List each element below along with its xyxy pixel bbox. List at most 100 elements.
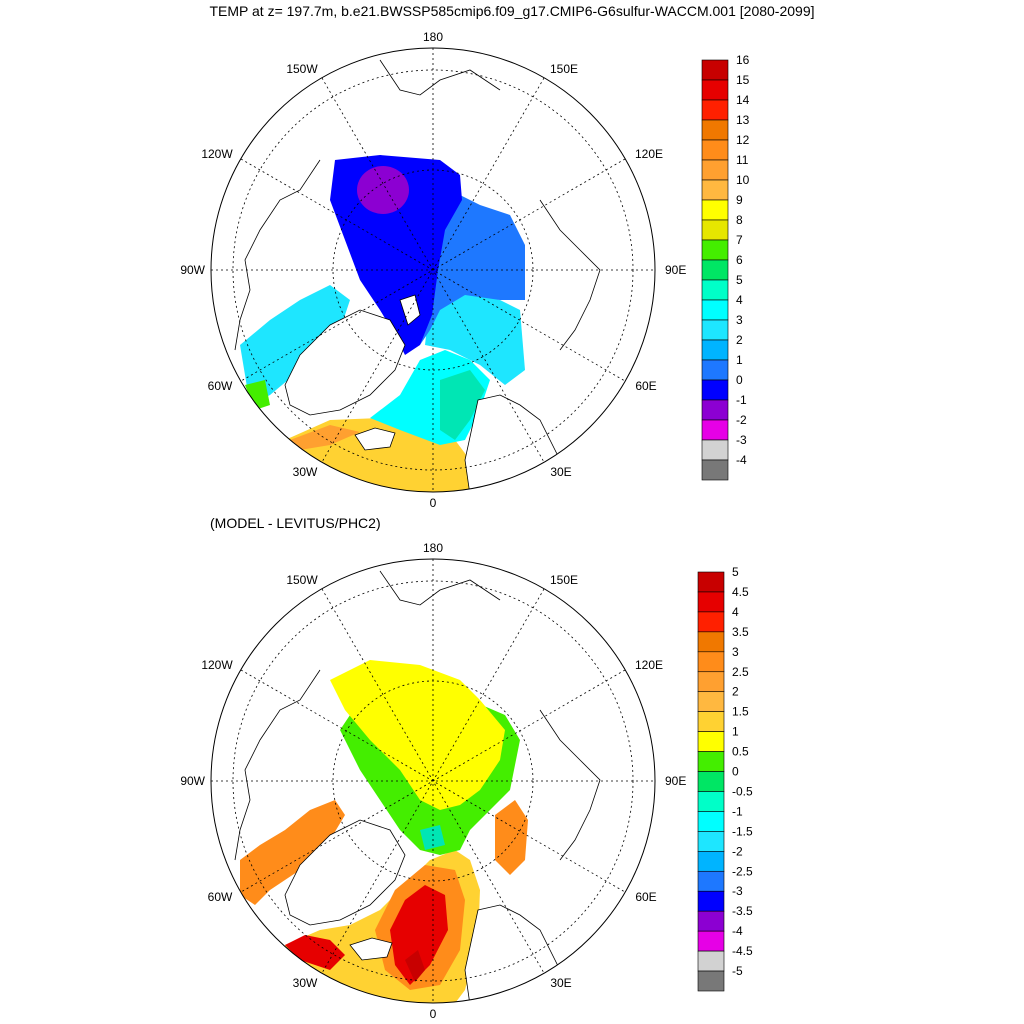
top-colorbar-tick-label: 2	[736, 333, 743, 347]
bottom-colorbar-tick-label: -2.5	[732, 864, 753, 878]
top-colorbar-tick-label: 15	[736, 73, 750, 87]
top-colorbar-tick-label: 6	[736, 253, 743, 267]
top-colorbar-swatch	[701, 59, 729, 81]
bottom-colorbar-swatch	[697, 950, 725, 972]
bottom-difference-field	[240, 660, 561, 1003]
top-colorbar-swatch	[701, 139, 729, 161]
bottom-colorbar-tick-label: 3.5	[732, 625, 749, 639]
bottom-colorbar-tick-label: 1	[732, 725, 739, 739]
bottom-colorbar-tick-label: -2	[732, 844, 743, 858]
top-label-90w: 90W	[180, 263, 205, 277]
top-colorbar-swatch	[701, 319, 729, 341]
bottom-colorbar-tick-label: -5	[732, 964, 743, 978]
bottom-label-150e: 150E	[550, 573, 578, 587]
bottom-colorbar-tick-label: 5	[732, 565, 739, 579]
top-colorbar-swatch	[701, 199, 729, 221]
bottom-colorbar-swatch	[697, 811, 725, 832]
bottom-land-scandinavia	[464, 904, 561, 1003]
top-colorbar-swatch	[701, 339, 729, 361]
bottom-colorbar-swatch	[697, 930, 725, 952]
top-colorbar-swatch	[701, 239, 729, 261]
top-label-0: 0	[430, 496, 437, 510]
bottom-label-90w: 90W	[180, 774, 205, 788]
top-colorbar-tick-label: 1	[736, 353, 743, 367]
bottom-label-180: 180	[423, 541, 443, 555]
bottom-label-90e: 90E	[665, 774, 686, 788]
top-coastlines	[234, 59, 601, 351]
top-colorbar-swatch	[701, 219, 729, 241]
bottom-colorbar-swatch	[697, 970, 725, 992]
top-colorbar-tick-label: 4	[736, 293, 743, 307]
top-colorbar-tick-label: -2	[736, 413, 747, 427]
bottom-field-atlantic-red	[390, 885, 448, 985]
top-colorbar-tick-label: -1	[736, 393, 747, 407]
top-field-lightblue-baffin	[240, 285, 350, 405]
top-colorbar-tick-label: 0	[736, 373, 743, 387]
bottom-field-cyan-patch	[420, 825, 445, 850]
bottom-colorbar-swatch	[697, 870, 725, 892]
figure-title: TEMP at z= 197.7m, b.e21.BWSSP585cmip6.f…	[209, 3, 815, 19]
bottom-field-barents-orange	[495, 800, 528, 875]
bottom-label-60w: 60W	[208, 890, 233, 904]
bottom-colorbar-swatch	[697, 711, 725, 732]
top-colorbar-swatch	[701, 179, 729, 201]
top-label-60w: 60W	[208, 379, 233, 393]
top-colorbar-swatch	[701, 79, 729, 101]
bottom-colorbar-swatch	[697, 791, 725, 812]
bottom-label-60e: 60E	[635, 890, 656, 904]
top-colorbar-tick-label: -3	[736, 433, 747, 447]
top-colorbar-tick-label: 11	[736, 153, 749, 167]
bottom-colorbar-swatch	[697, 851, 725, 872]
top-label-180: 180	[423, 30, 443, 44]
bottom-label-30w: 30W	[293, 976, 318, 990]
top-colorbar-swatch	[701, 439, 729, 461]
bottom-colorbar-swatch	[697, 751, 725, 772]
top-colorbar-swatch	[701, 159, 729, 181]
bottom-colorbar-tick-label: -4	[732, 924, 743, 938]
top-colorbar-tick-label: 10	[736, 173, 750, 187]
top-colorbar-tick-label: 14	[736, 93, 750, 107]
bottom-field-irminger-red	[285, 935, 345, 970]
top-field-green-labrador	[245, 380, 270, 410]
top-colorbar-tick-label: 13	[736, 113, 750, 127]
top-graticule	[211, 48, 655, 492]
top-land-scandinavia	[464, 394, 561, 492]
top-label-90e: 90E	[665, 263, 686, 277]
top-map-border	[210, 47, 656, 493]
bottom-colorbar-swatch	[697, 890, 725, 912]
top-colorbar-tick-label: 7	[736, 233, 743, 247]
top-colorbar-swatch	[701, 459, 729, 481]
top-colorbar-tick-label: 3	[736, 313, 743, 327]
bottom-field-yellow-core	[330, 660, 505, 810]
top-land-greenland	[284, 309, 406, 416]
top-colorbar-tick-label: 5	[736, 273, 743, 287]
bottom-label-30e: 30E	[550, 976, 571, 990]
top-land-iceland	[354, 427, 396, 451]
bottom-colorbar-swatch	[697, 591, 725, 613]
top-colorbar-tick-label: 9	[736, 193, 743, 207]
top-colorbar-tick-label: 12	[736, 133, 750, 147]
top-label-30e: 30E	[550, 465, 571, 479]
bottom-colorbar-swatch	[697, 831, 725, 852]
bottom-label-120e: 120E	[635, 658, 663, 672]
bottom-colorbar-swatch	[697, 631, 725, 653]
top-colorbar-tick-label: 16	[736, 53, 750, 67]
bottom-colorbar-tick-label: 0	[732, 765, 739, 779]
top-colorbar-swatch	[701, 419, 729, 441]
top-colorbar-tick-label: 8	[736, 213, 743, 227]
top-land-svalbard	[399, 294, 421, 326]
top-field-atlantic-orange	[290, 425, 360, 450]
top-colorbar-swatch	[701, 259, 729, 281]
top-colorbar-swatch	[701, 119, 729, 141]
bottom-colorbar-swatch	[697, 611, 725, 633]
top-colorbar-swatch	[701, 399, 729, 421]
bottom-label-150w: 150W	[286, 573, 318, 587]
bottom-colorbar-tick-label: -3.5	[732, 904, 753, 918]
bottom-colorbar-tick-label: -3	[732, 884, 743, 898]
bottom-colorbar-tick-label: 4	[732, 605, 739, 619]
top-colorbar-swatch	[701, 99, 729, 121]
bottom-colorbar-swatch	[697, 691, 725, 712]
difference-subtitle: (MODEL - LEVITUS/PHC2)	[210, 515, 381, 531]
bottom-colorbar-tick-label: 4.5	[732, 585, 749, 599]
